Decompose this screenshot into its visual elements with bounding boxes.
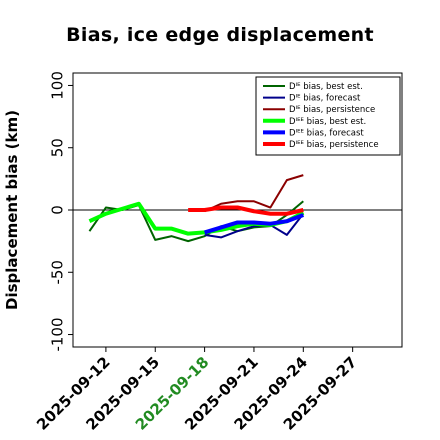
series-line-3 (204, 174, 304, 213)
y-tick-label: 50 (49, 138, 67, 157)
y-tick-label: -100 (49, 318, 67, 352)
legend-label-5: Dᴵᴱᴱ bias, forecast (289, 128, 364, 138)
x-ticks-group: 2025-09-122025-09-152025-09-182025-09-21… (33, 347, 360, 434)
series-line-6 (188, 205, 304, 216)
y-tick-label: -50 (49, 260, 67, 285)
series-group (88, 174, 305, 243)
legend: Dᴵᴱ bias, best est.Dᴵᴱ bias, forecastDᴵᴱ… (255, 76, 401, 156)
legend-label-2: Dᴵᴱ bias, forecast (289, 94, 361, 104)
y-tick-label: 0 (49, 205, 67, 215)
series-line-5 (204, 213, 305, 235)
y-tick-label: 100 (49, 71, 67, 100)
legend-label-4: Dᴵᴱᴱ bias, best est. (289, 117, 366, 127)
series-line-2 (204, 213, 305, 239)
legend-label-1: Dᴵᴱ bias, best est. (289, 82, 363, 92)
y-ticks-group: 100 50 0 -50 -100 (49, 71, 73, 352)
chart-title: Bias, ice edge displacement (66, 24, 374, 46)
legend-label-3: Dᴵᴱ bias, persistence (289, 105, 375, 115)
legend-label-6: Dᴵᴱᴱ bias, persistence (289, 140, 379, 150)
